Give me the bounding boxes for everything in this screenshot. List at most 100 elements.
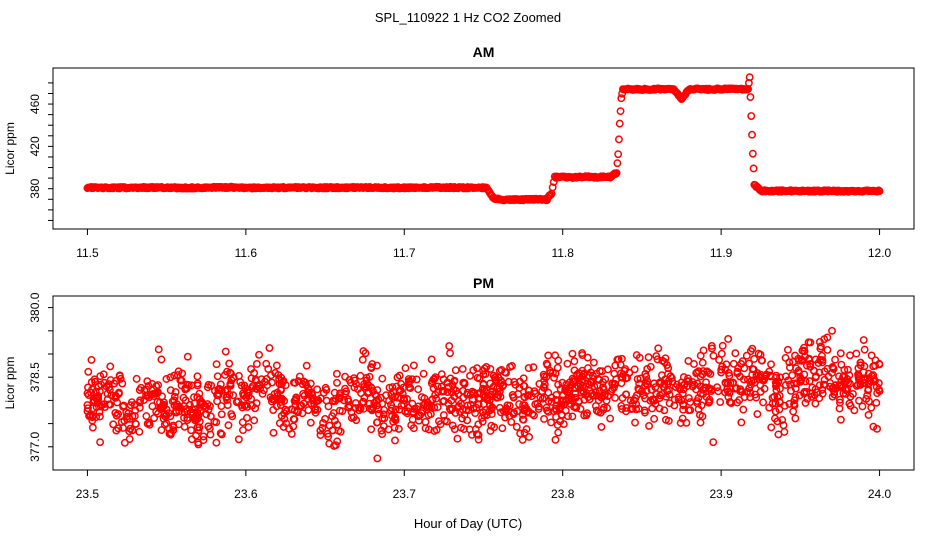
pm-data-point	[400, 396, 409, 405]
pm-data-point	[199, 432, 208, 441]
pm-x-tick-label: 24.0	[868, 487, 892, 501]
pm-data-point	[768, 393, 777, 402]
pm-data-point	[378, 374, 387, 383]
pm-data-point	[574, 397, 583, 406]
pm-data-point	[427, 355, 436, 364]
pm-data-point	[306, 418, 315, 427]
pm-data-point	[237, 401, 246, 409]
pm-data-point	[281, 381, 290, 390]
pm-data-point	[92, 413, 101, 422]
pm-data-point	[843, 365, 852, 374]
am-data-point	[745, 73, 754, 82]
pm-data-point	[487, 410, 496, 419]
pm-data-point	[645, 421, 654, 430]
pm-data-point	[446, 406, 455, 415]
pm-data-point	[801, 377, 810, 386]
pm-data-point	[248, 384, 257, 392]
am-data-point	[617, 94, 626, 103]
pm-data-point	[704, 368, 713, 377]
am-panel: AM 11.5 11.6 11.7 11.8 11.9 12.0 380 420 460 Licor…	[3, 44, 915, 260]
pm-data-point	[125, 435, 134, 443]
pm-data-point	[187, 435, 196, 444]
pm-data-point	[238, 418, 247, 427]
pm-data-point	[802, 361, 811, 370]
pm-data-point	[148, 379, 157, 388]
pm-data-point	[841, 389, 850, 398]
pm-data-point	[361, 349, 370, 358]
am-x-tick-label: 11.6	[235, 246, 258, 260]
pm-data-point	[166, 373, 175, 382]
pm-data-point	[867, 351, 876, 360]
pm-data-point	[496, 408, 505, 417]
pm-data-point	[631, 418, 640, 427]
pm-data-point	[746, 380, 755, 389]
pm-data-point	[759, 398, 768, 407]
pm-data-point	[835, 372, 843, 381]
pm-data-point	[294, 377, 303, 386]
pm-data-point	[864, 411, 873, 419]
pm-data-point	[126, 424, 135, 433]
pm-data-point	[166, 386, 175, 395]
pm-data-point	[771, 373, 780, 382]
pm-data-point	[823, 345, 832, 354]
pm-data-point	[479, 370, 488, 379]
pm-data-point	[367, 364, 376, 373]
pm-data-point	[643, 377, 652, 386]
am-data-point	[748, 149, 757, 158]
pm-data-point	[503, 401, 512, 410]
pm-data-point	[786, 386, 795, 395]
pm-data-point	[524, 364, 533, 373]
pm-data-point	[391, 392, 399, 401]
pm-data-point	[520, 428, 529, 437]
pm-data-point	[823, 364, 832, 373]
pm-data-point	[783, 345, 792, 354]
pm-data-point	[193, 372, 202, 381]
pm-data-point	[366, 404, 375, 413]
pm-data-point	[542, 403, 551, 412]
pm-data-point	[227, 410, 236, 419]
pm-data-point	[696, 418, 705, 427]
pm-y-axis-label: Licor ppm	[3, 357, 17, 410]
pm-data-point	[717, 349, 726, 358]
pm-data-point	[94, 391, 103, 400]
am-data-point	[613, 159, 622, 168]
pm-data-point	[217, 402, 226, 411]
pm-data-point	[746, 388, 755, 397]
pm-data-point	[445, 342, 454, 351]
pm-data-point	[709, 351, 718, 360]
pm-data-point	[319, 419, 328, 427]
pm-data-point	[683, 377, 692, 386]
pm-data-point	[867, 403, 876, 412]
pm-data-point	[806, 338, 815, 347]
pm-data-point	[457, 423, 465, 432]
pm-data-point	[845, 379, 854, 388]
am-data-point	[616, 107, 625, 116]
pm-data-point	[206, 412, 215, 421]
pm-data-point	[590, 382, 599, 391]
pm-data-point	[433, 382, 442, 391]
pm-data-point	[393, 373, 402, 382]
pm-data-point	[463, 416, 472, 425]
pm-data-point	[216, 429, 225, 438]
pm-data-point	[559, 400, 568, 409]
pm-data-point	[852, 382, 861, 390]
pm-data-point	[748, 344, 757, 353]
pm-data-point	[551, 435, 560, 444]
pm-data-point	[225, 359, 234, 368]
pm-data-point	[589, 358, 598, 367]
pm-data-point	[367, 425, 376, 434]
pm-data-point	[394, 424, 403, 433]
pm-data-point	[120, 438, 129, 447]
pm-data-point	[341, 384, 349, 393]
pm-data-point	[699, 389, 708, 398]
pm-data-point	[815, 337, 824, 346]
pm-data-point	[655, 404, 664, 413]
am-data-point	[548, 183, 557, 192]
pm-data-point	[241, 401, 250, 409]
pm-data-point	[568, 412, 577, 421]
pm-data-point	[772, 386, 781, 395]
pm-data-point	[171, 388, 180, 397]
pm-data-point	[414, 385, 423, 394]
pm-data-point	[568, 349, 577, 358]
pm-data-point	[486, 406, 494, 415]
